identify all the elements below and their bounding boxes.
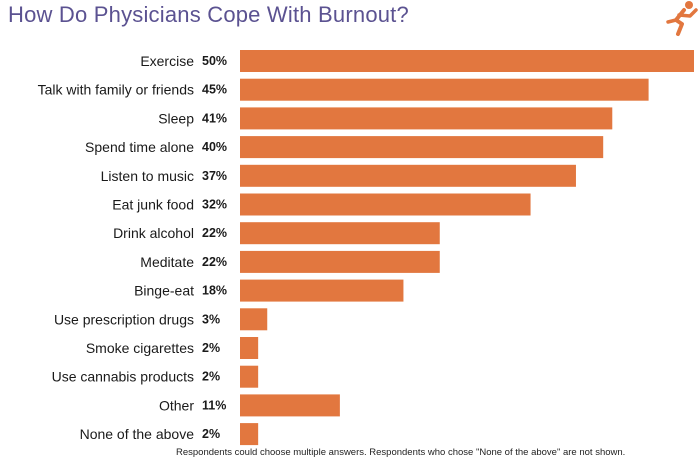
value-label-binge-eat: 18%: [202, 284, 227, 298]
category-label-binge-eat: Binge-eat: [134, 283, 194, 299]
value-label-use-cannabis-products: 2%: [202, 370, 220, 384]
bar-exercise: [240, 50, 694, 72]
category-label-exercise: Exercise: [140, 53, 194, 69]
value-label-spend-time-alone: 40%: [202, 140, 227, 154]
category-label-other: Other: [159, 397, 194, 413]
bar-drink-alcohol: [240, 222, 440, 245]
category-label-use-prescription-drugs: Use prescription drugs: [54, 311, 194, 327]
value-label-listen-to-music: 37%: [202, 169, 227, 183]
value-label-talk-with-family-or-friends: 45%: [202, 83, 227, 97]
bar-none-of-the-above: [240, 423, 259, 446]
bar-listen-to-music: [240, 164, 576, 187]
category-label-smoke-cigarettes: Smoke cigarettes: [86, 340, 194, 356]
category-label-talk-with-family-or-friends: Talk with family or friends: [38, 82, 194, 98]
value-label-other: 11%: [202, 398, 226, 412]
value-label-smoke-cigarettes: 2%: [202, 341, 220, 355]
value-label-sleep: 41%: [202, 111, 227, 125]
value-label-drink-alcohol: 22%: [202, 226, 227, 240]
bar-binge-eat: [240, 279, 404, 302]
running-person-icon: [666, 1, 698, 36]
value-label-none-of-the-above: 2%: [202, 427, 220, 441]
category-label-none-of-the-above: None of the above: [80, 426, 195, 442]
bar-use-prescription-drugs: [240, 308, 268, 331]
chart-title: How Do Physicians Cope With Burnout?: [8, 2, 409, 27]
value-label-meditate: 22%: [202, 255, 227, 269]
bar-spend-time-alone: [240, 136, 604, 159]
bar-eat-junk-food: [240, 193, 531, 216]
category-label-meditate: Meditate: [140, 254, 194, 270]
chart-footnote: Respondents could choose multiple answer…: [176, 447, 626, 458]
category-label-eat-junk-food: Eat junk food: [112, 197, 194, 213]
value-label-exercise: 50%: [202, 54, 227, 68]
category-label-sleep: Sleep: [158, 110, 194, 126]
value-label-eat-junk-food: 32%: [202, 198, 227, 212]
bar-use-cannabis-products: [240, 365, 259, 388]
bar-meditate: [240, 250, 440, 273]
bar-sleep: [240, 107, 613, 130]
value-label-use-prescription-drugs: 3%: [202, 312, 220, 326]
bar-smoke-cigarettes: [240, 337, 259, 359]
category-label-use-cannabis-products: Use cannabis products: [52, 369, 194, 385]
bar-other: [240, 394, 340, 417]
category-label-spend-time-alone: Spend time alone: [85, 139, 194, 155]
category-label-listen-to-music: Listen to music: [101, 168, 194, 184]
category-label-drink-alcohol: Drink alcohol: [113, 225, 194, 241]
bar-talk-with-family-or-friends: [240, 78, 649, 101]
